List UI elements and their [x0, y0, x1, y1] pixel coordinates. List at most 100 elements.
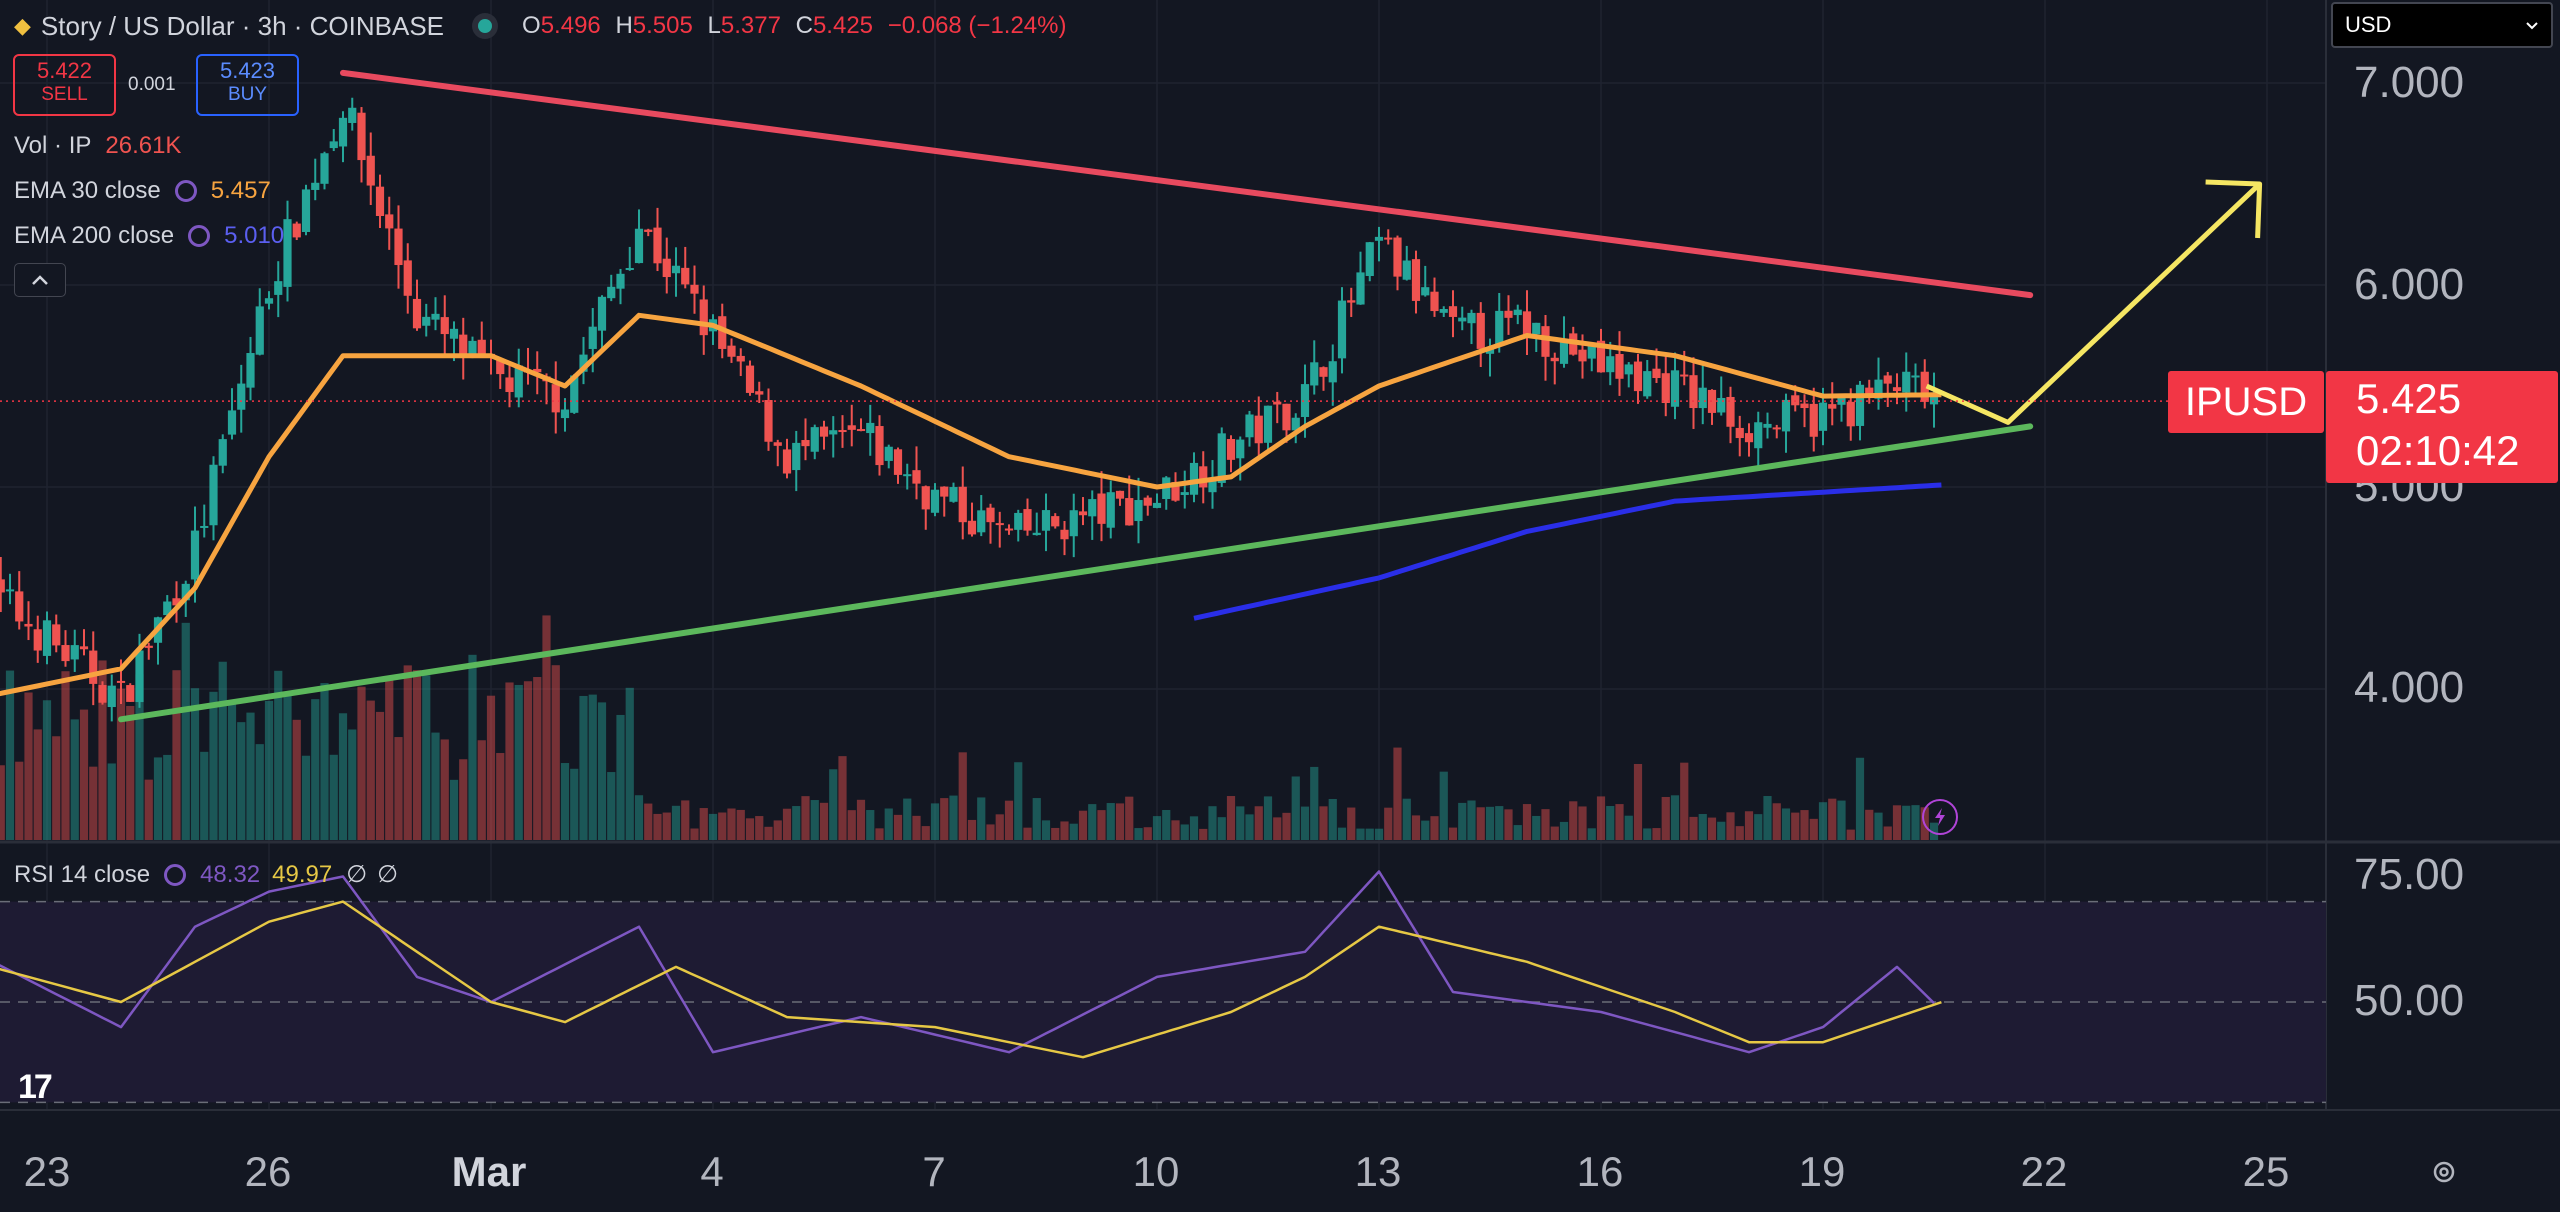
tradingview-logo[interactable]: 17 — [18, 1068, 53, 1106]
volume-bar — [893, 814, 903, 840]
volume-bar — [1892, 805, 1902, 840]
candle-body — [311, 182, 320, 190]
source-cycle-icon[interactable] — [174, 180, 197, 202]
candle-body — [422, 316, 431, 326]
date-axis-label: 4 — [700, 1148, 724, 1195]
volume-bar — [1189, 816, 1199, 840]
candle-body — [967, 520, 977, 535]
candle-body — [1476, 312, 1485, 349]
candle-body — [1014, 512, 1023, 530]
volume-bar — [33, 729, 42, 840]
candle-body — [699, 299, 708, 336]
volume-bar — [1763, 796, 1772, 840]
source-cycle-icon[interactable] — [164, 863, 187, 886]
candle-body — [209, 464, 218, 526]
volume-bar — [764, 826, 773, 840]
sell-button[interactable]: 5.422 SELL — [13, 54, 116, 116]
candle-body — [588, 326, 597, 349]
candle-body — [949, 487, 958, 502]
volume-bar — [588, 694, 597, 840]
candle-body — [625, 268, 634, 271]
resistance-line — [340, 69, 2034, 299]
candle-body — [653, 227, 662, 264]
date-axis-label: 23 — [23, 1148, 71, 1195]
buy-button[interactable]: 5.423 BUY — [196, 54, 299, 116]
volume-bar — [681, 800, 690, 840]
candle-body — [690, 284, 699, 294]
symbol-title[interactable]: Story / US Dollar · 3h · COINBASE — [40, 10, 445, 41]
volume-bar — [1911, 805, 1920, 840]
volume-bar — [671, 805, 681, 840]
candle-body — [764, 400, 773, 442]
candle-body — [1855, 384, 1865, 426]
settings-icon[interactable] — [2430, 1158, 2458, 1186]
volume-bar — [616, 714, 625, 840]
candle-body — [24, 623, 33, 627]
candle-body — [1319, 367, 1328, 377]
volume-bar — [459, 759, 468, 840]
volume-bar — [1134, 828, 1143, 840]
date-axis-label: 22 — [2020, 1148, 2068, 1195]
candle-body — [727, 345, 736, 357]
volume-bar — [847, 810, 856, 840]
volume-bar — [181, 622, 190, 840]
candle-body — [1689, 375, 1698, 409]
volume-bar — [810, 800, 819, 840]
candle-body — [1226, 439, 1236, 460]
candle-body — [1273, 401, 1282, 405]
volume-bar — [1800, 810, 1809, 840]
candle-body — [15, 591, 24, 622]
candle-body — [607, 286, 616, 299]
candle-body — [394, 228, 403, 266]
rsi-label: RSI 14 close — [14, 860, 151, 888]
candle-body — [42, 620, 52, 656]
rsi-legend[interactable]: RSI 14 close 48.32 49.97 ∅ ∅ — [14, 860, 398, 889]
candle-body — [1106, 492, 1115, 528]
candle-body — [856, 429, 866, 432]
volume-bar — [153, 757, 163, 840]
volume-bar — [1643, 828, 1652, 840]
collapse-legend-button[interactable] — [14, 263, 66, 297]
volume-legend[interactable]: Vol · IP 26.61K — [14, 132, 181, 160]
volume-value: 26.61K — [105, 132, 182, 159]
rsi-na-value: ∅ — [346, 861, 368, 888]
candle-body — [1791, 395, 1800, 406]
volume-bar — [958, 752, 967, 840]
candle-body — [1744, 433, 1754, 443]
lightning-icon[interactable] — [1922, 799, 1958, 835]
volume-bar — [449, 779, 459, 840]
candle-body — [33, 629, 42, 651]
volume-bar — [1846, 829, 1855, 840]
candle-body — [246, 353, 255, 388]
candle-body — [1439, 309, 1448, 313]
candle-body — [52, 624, 61, 646]
volume-bar — [1902, 805, 1911, 840]
ema200-legend[interactable]: EMA 200 close 5.010 — [14, 222, 284, 250]
volume-bar — [940, 798, 949, 840]
source-cycle-icon[interactable] — [188, 225, 211, 247]
candle-body — [505, 377, 514, 393]
rsi-ma-value: 49.97 — [272, 860, 333, 888]
volume-bar — [116, 688, 126, 840]
volume-bar — [1791, 812, 1800, 840]
volume-bar — [736, 809, 745, 840]
candle-body — [662, 258, 671, 278]
volume-bar — [274, 670, 283, 840]
volume-bar — [1661, 796, 1670, 840]
ema200-line — [1193, 482, 1942, 621]
market-status-icon[interactable] — [478, 19, 493, 33]
candle-body — [1384, 237, 1393, 240]
candle-body — [977, 510, 986, 533]
volume-bar — [1874, 812, 1883, 840]
volume-bar — [1476, 807, 1485, 840]
volume-bar — [1707, 817, 1717, 840]
candle-body — [838, 430, 847, 433]
volume-bar — [699, 808, 708, 840]
candle-body — [1485, 348, 1495, 354]
currency-select[interactable]: USD — [2331, 2, 2553, 48]
volume-bar — [477, 740, 486, 840]
candle-body — [903, 474, 912, 477]
ema30-legend[interactable]: EMA 30 close 5.457 — [14, 177, 271, 205]
volume-bar — [1356, 828, 1365, 840]
